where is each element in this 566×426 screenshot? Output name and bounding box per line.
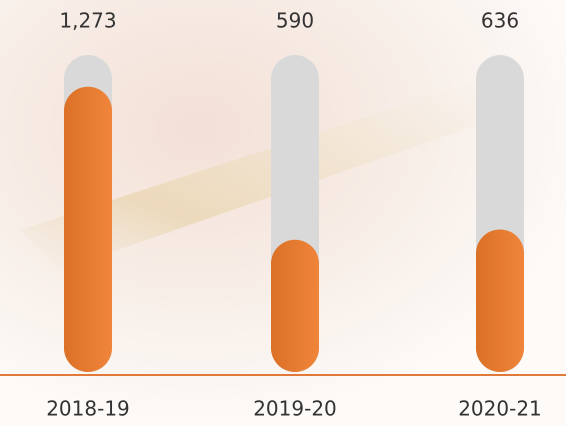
bar-shade (476, 229, 524, 372)
x-tick-label: 2020-21 (458, 397, 542, 421)
page: 1,2732018-195902019-206362020-21 (() => … (0, 0, 566, 426)
chart: 1,273 2018-19 590 2019-20 636 2020-21 (0, 0, 566, 426)
value-label: 636 (481, 9, 519, 33)
value-label: 590 (276, 9, 314, 33)
x-tick-label: 2019-20 (253, 397, 337, 421)
x-tick-label: 2018-19 (46, 397, 130, 421)
value-label: 1,273 (59, 9, 116, 33)
bar-shade (64, 87, 112, 372)
bar-shade (271, 240, 319, 372)
